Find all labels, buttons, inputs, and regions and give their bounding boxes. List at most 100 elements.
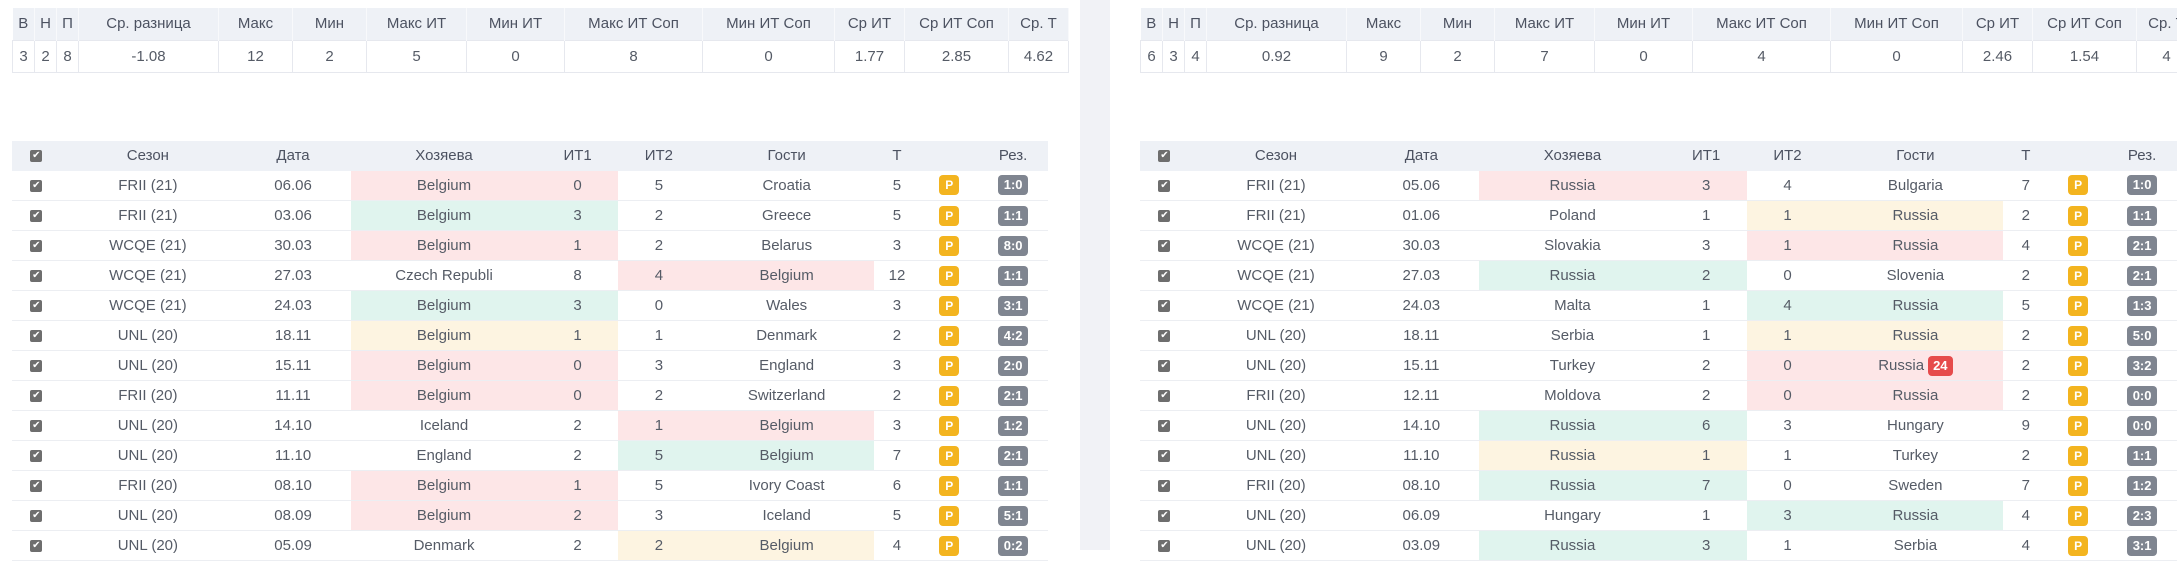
p-badge[interactable]: P	[2068, 416, 2088, 436]
p-cell[interactable]: P	[2049, 501, 2107, 531]
row-checkbox-cell[interactable]: ✔	[1140, 471, 1189, 501]
p-badge[interactable]: P	[939, 175, 959, 195]
row-checkbox-cell[interactable]: ✔	[1140, 531, 1189, 561]
p-badge[interactable]: P	[939, 506, 959, 526]
p-cell[interactable]: P	[920, 171, 978, 201]
p-cell[interactable]: P	[2049, 411, 2107, 441]
p-cell[interactable]: P	[920, 291, 978, 321]
row-checkbox-cell[interactable]: ✔	[1140, 291, 1189, 321]
row-checkbox[interactable]: ✔	[30, 300, 42, 312]
p-badge[interactable]: P	[939, 536, 959, 556]
header-check[interactable]: ✔	[12, 141, 61, 171]
p-cell[interactable]: P	[2049, 291, 2107, 321]
p-badge[interactable]: P	[2068, 356, 2088, 376]
p-badge[interactable]: P	[2068, 296, 2088, 316]
select-all-checkbox[interactable]: ✔	[1158, 150, 1170, 162]
row-checkbox[interactable]: ✔	[30, 180, 42, 192]
row-checkbox[interactable]: ✔	[1158, 180, 1170, 192]
p-badge[interactable]: P	[939, 236, 959, 256]
row-checkbox[interactable]: ✔	[30, 330, 42, 342]
p-badge[interactable]: P	[939, 356, 959, 376]
p-badge[interactable]: P	[939, 206, 959, 226]
row-checkbox-cell[interactable]: ✔	[12, 531, 61, 561]
row-checkbox-cell[interactable]: ✔	[12, 411, 61, 441]
row-checkbox-cell[interactable]: ✔	[1140, 441, 1189, 471]
row-checkbox-cell[interactable]: ✔	[1140, 381, 1189, 411]
p-badge[interactable]: P	[2068, 476, 2088, 496]
row-checkbox-cell[interactable]: ✔	[12, 321, 61, 351]
row-checkbox[interactable]: ✔	[30, 210, 42, 222]
p-cell[interactable]: P	[2049, 531, 2107, 561]
row-checkbox[interactable]: ✔	[30, 510, 42, 522]
p-badge[interactable]: P	[939, 476, 959, 496]
p-badge[interactable]: P	[2068, 326, 2088, 346]
p-cell[interactable]: P	[2049, 381, 2107, 411]
row-checkbox-cell[interactable]: ✔	[1140, 501, 1189, 531]
row-checkbox-cell[interactable]: ✔	[1140, 231, 1189, 261]
row-checkbox[interactable]: ✔	[1158, 390, 1170, 402]
p-cell[interactable]: P	[920, 321, 978, 351]
row-checkbox[interactable]: ✔	[1158, 270, 1170, 282]
p-cell[interactable]: P	[2049, 231, 2107, 261]
row-checkbox[interactable]: ✔	[30, 240, 42, 252]
row-checkbox[interactable]: ✔	[1158, 450, 1170, 462]
row-checkbox[interactable]: ✔	[1158, 360, 1170, 372]
p-cell[interactable]: P	[920, 261, 978, 291]
row-checkbox[interactable]: ✔	[30, 420, 42, 432]
p-badge[interactable]: P	[2068, 175, 2088, 195]
row-checkbox-cell[interactable]: ✔	[12, 231, 61, 261]
p-cell[interactable]: P	[2049, 471, 2107, 501]
row-checkbox[interactable]: ✔	[1158, 300, 1170, 312]
row-checkbox-cell[interactable]: ✔	[12, 441, 61, 471]
p-cell[interactable]: P	[2049, 351, 2107, 381]
row-checkbox-cell[interactable]: ✔	[1140, 321, 1189, 351]
p-badge[interactable]: P	[2068, 506, 2088, 526]
p-badge[interactable]: P	[2068, 386, 2088, 406]
p-badge[interactable]: P	[939, 416, 959, 436]
row-checkbox[interactable]: ✔	[1158, 210, 1170, 222]
p-badge[interactable]: P	[2068, 446, 2088, 466]
p-cell[interactable]: P	[2049, 441, 2107, 471]
row-checkbox[interactable]: ✔	[30, 270, 42, 282]
row-checkbox-cell[interactable]: ✔	[12, 261, 61, 291]
row-checkbox[interactable]: ✔	[30, 450, 42, 462]
p-badge[interactable]: P	[2068, 266, 2088, 286]
p-cell[interactable]: P	[920, 531, 978, 561]
row-checkbox-cell[interactable]: ✔	[12, 351, 61, 381]
row-checkbox[interactable]: ✔	[30, 360, 42, 372]
p-badge[interactable]: P	[2068, 206, 2088, 226]
row-checkbox[interactable]: ✔	[1158, 240, 1170, 252]
row-checkbox-cell[interactable]: ✔	[1140, 201, 1189, 231]
p-cell[interactable]: P	[2049, 201, 2107, 231]
row-checkbox[interactable]: ✔	[30, 540, 42, 552]
row-checkbox[interactable]: ✔	[30, 480, 42, 492]
row-checkbox-cell[interactable]: ✔	[1140, 171, 1189, 201]
row-checkbox[interactable]: ✔	[1158, 330, 1170, 342]
row-checkbox-cell[interactable]: ✔	[12, 501, 61, 531]
row-checkbox-cell[interactable]: ✔	[12, 471, 61, 501]
p-badge[interactable]: P	[939, 446, 959, 466]
row-checkbox[interactable]: ✔	[30, 390, 42, 402]
row-checkbox[interactable]: ✔	[1158, 540, 1170, 552]
row-checkbox-cell[interactable]: ✔	[12, 381, 61, 411]
row-checkbox[interactable]: ✔	[1158, 480, 1170, 492]
row-checkbox[interactable]: ✔	[1158, 420, 1170, 432]
row-checkbox-cell[interactable]: ✔	[12, 291, 61, 321]
row-checkbox-cell[interactable]: ✔	[12, 201, 61, 231]
p-cell[interactable]: P	[920, 351, 978, 381]
p-cell[interactable]: P	[2049, 261, 2107, 291]
p-cell[interactable]: P	[920, 501, 978, 531]
row-checkbox-cell[interactable]: ✔	[1140, 261, 1189, 291]
p-badge[interactable]: P	[939, 386, 959, 406]
p-cell[interactable]: P	[920, 411, 978, 441]
p-badge[interactable]: P	[939, 296, 959, 316]
p-cell[interactable]: P	[920, 381, 978, 411]
row-checkbox-cell[interactable]: ✔	[1140, 411, 1189, 441]
row-checkbox[interactable]: ✔	[1158, 510, 1170, 522]
select-all-checkbox[interactable]: ✔	[30, 150, 42, 162]
p-cell[interactable]: P	[2049, 321, 2107, 351]
p-cell[interactable]: P	[920, 441, 978, 471]
p-badge[interactable]: P	[2068, 236, 2088, 256]
p-cell[interactable]: P	[920, 201, 978, 231]
row-checkbox-cell[interactable]: ✔	[12, 171, 61, 201]
